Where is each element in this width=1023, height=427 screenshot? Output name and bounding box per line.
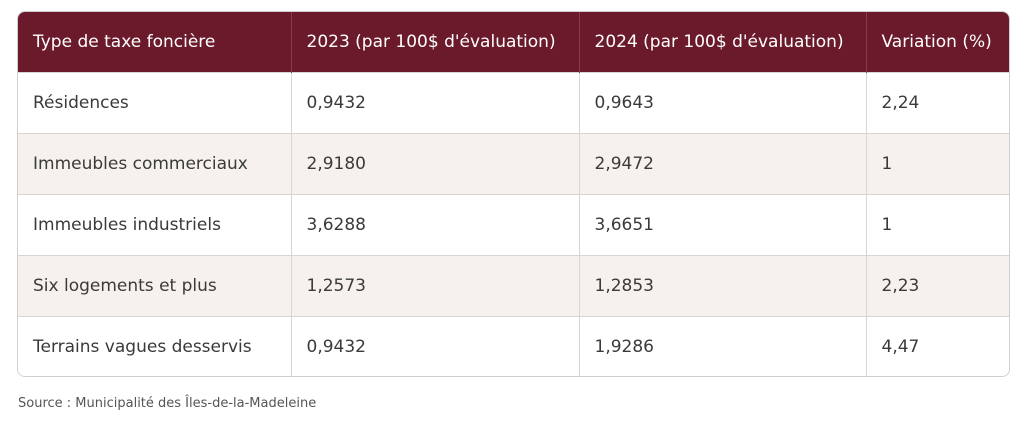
cell-variation: 2,24 bbox=[866, 71, 1009, 133]
header-variation: Variation (%) bbox=[881, 31, 992, 52]
cell-2024: 2,9472 bbox=[579, 132, 867, 194]
header-2023: 2023 (par 100$ d'évaluation) bbox=[291, 12, 580, 72]
cell-tax-type: Six logements et plus bbox=[18, 254, 292, 316]
cell-variation: 1 bbox=[866, 193, 1009, 255]
table-row: Terrains vagues desservis 0,9432 1,9286 … bbox=[18, 315, 1009, 376]
table-row: Immeubles industriels 3,6288 3,6651 1 bbox=[18, 193, 1009, 255]
table-row: Immeubles commerciaux 2,9180 2,9472 1 bbox=[18, 132, 1009, 194]
cell-2024: 1,2853 bbox=[579, 254, 867, 316]
tax-rate-table: Type de taxe foncière 2023 (par 100$ d'é… bbox=[18, 12, 1009, 376]
header-2024: 2024 (par 100$ d'évaluation) bbox=[579, 12, 867, 72]
table-row: Résidences 0,9432 0,9643 2,24 bbox=[18, 71, 1009, 133]
cell-variation: 1 bbox=[866, 132, 1009, 194]
table-header: Type de taxe foncière 2023 (par 100$ d'é… bbox=[18, 12, 1009, 72]
cell-2023: 2,9180 bbox=[291, 132, 580, 194]
cell-2024: 0,9643 bbox=[579, 71, 867, 133]
cell-variation: 4,47 bbox=[866, 315, 1009, 376]
cell-2023: 0,9432 bbox=[291, 71, 580, 133]
tax-rate-table-container: Type de taxe foncière 2023 (par 100$ d'é… bbox=[17, 11, 1010, 377]
cell-tax-type: Immeubles industriels bbox=[18, 193, 292, 255]
header-row: Type de taxe foncière 2023 (par 100$ d'é… bbox=[18, 12, 1009, 72]
cell-2023: 3,6288 bbox=[291, 193, 580, 255]
header-tax-type: Type de taxe foncière bbox=[18, 12, 292, 72]
cell-2024: 1,9286 bbox=[579, 315, 867, 376]
cell-variation: 2,23 bbox=[866, 254, 1009, 316]
cell-2023: 0,9432 bbox=[291, 315, 580, 376]
table-row: Six logements et plus 1,2573 1,2853 2,23 bbox=[18, 254, 1009, 316]
cell-tax-type: Terrains vagues desservis bbox=[18, 315, 292, 376]
cell-2024: 3,6651 bbox=[579, 193, 867, 255]
source-note: Source : Municipalité des Îles-de-la-Mad… bbox=[18, 396, 317, 411]
table-body: Résidences 0,9432 0,9643 2,24 Immeubles … bbox=[18, 71, 1009, 376]
cell-tax-type: Immeubles commerciaux bbox=[18, 132, 292, 194]
cell-tax-type: Résidences bbox=[18, 71, 292, 133]
cell-2023: 1,2573 bbox=[291, 254, 580, 316]
